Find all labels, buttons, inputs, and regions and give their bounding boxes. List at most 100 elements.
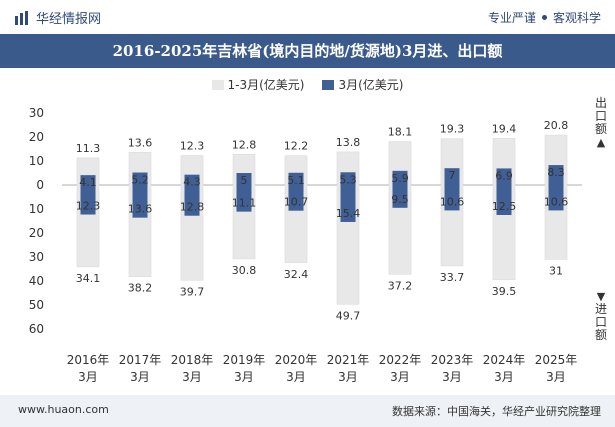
data-label-ytd-export: 19.3 [440, 123, 465, 136]
data-label-ytd-export: 13.8 [336, 136, 361, 149]
data-label-ytd-import: 38.2 [128, 282, 153, 295]
data-label-ytd-import: 31 [549, 264, 563, 277]
data-label-march-export: 4.1 [79, 176, 97, 189]
data-label-march-export: 5 [241, 174, 248, 187]
data-label-march-export: 5.1 [287, 174, 305, 187]
data-label-ytd-export: 19.4 [492, 122, 517, 135]
data-label-march-import: 9.5 [391, 193, 409, 206]
x-tick-label: 3月 [182, 370, 202, 384]
bar-march [392, 170, 408, 208]
footer-website: www.huaon.com [18, 403, 109, 416]
data-label-ytd-import: 32.4 [284, 268, 309, 281]
legend-label-ytd: 1-3月(亿美元) [227, 78, 305, 92]
import-arrow-icon: ▼ [596, 290, 606, 303]
export-label-char-3: 额 [594, 122, 607, 136]
x-tick-label: 3月 [338, 370, 358, 384]
export-side-label: 出 口 额 ▲ [593, 96, 609, 150]
export-label-char-2: 口 [594, 109, 607, 123]
data-label-march-export: 6.9 [495, 169, 513, 182]
y-tick-label: 10 [29, 154, 44, 168]
bar-ytd [180, 155, 204, 281]
data-label-march-import: 11.1 [232, 197, 257, 210]
import-label-char-2: 口 [594, 315, 607, 329]
x-tick-label: 2020年 [275, 353, 318, 367]
chart-canvas: 30 20 10 0 10 20 30 40 50 60 11.3 34.1 4.1 12.3 2016年 3… [29, 106, 582, 384]
data-label-ytd-export: 12.2 [284, 140, 309, 153]
tagline-left: 专业严谨 [487, 11, 536, 25]
legend-label-march: 3月(亿美元) [338, 78, 404, 92]
data-label-ytd-import: 33.7 [440, 271, 465, 284]
data-label-ytd-export: 12.8 [232, 138, 257, 151]
x-tick-label: 3月 [546, 370, 566, 384]
x-tick-label: 3月 [494, 370, 514, 384]
y-tick-label: 20 [29, 130, 44, 144]
y-tick-label: 10 [29, 202, 44, 216]
data-label-march-import: 13.6 [128, 203, 153, 216]
data-label-ytd-export: 12.3 [180, 139, 205, 152]
x-tick-label: 3月 [286, 370, 306, 384]
y-tick-label: 50 [29, 298, 44, 312]
x-tick-label: 3月 [234, 370, 254, 384]
bar-march [236, 173, 252, 212]
x-tick-label: 2024年 [483, 353, 526, 367]
brand-logo-icon [15, 10, 28, 25]
x-tick-label: 2021年 [327, 353, 370, 367]
x-tick-label: 2025年 [535, 353, 578, 367]
data-label-march-export: 5.3 [339, 173, 357, 186]
x-tick-label: 2022年 [379, 353, 422, 367]
y-tick-label: 40 [29, 274, 44, 288]
data-label-march-import: 15.4 [336, 207, 361, 220]
data-label-march-export: 5.2 [131, 174, 149, 187]
tagline-dot-icon [541, 15, 547, 20]
data-label-ytd-import: 30.8 [232, 264, 257, 277]
x-tick-label: 2018年 [171, 353, 214, 367]
bar-march [548, 165, 564, 211]
data-label-ytd-import: 49.7 [336, 309, 361, 322]
bar-march [288, 172, 304, 211]
data-label-ytd-export: 11.3 [76, 142, 101, 155]
data-label-ytd-export: 20.8 [544, 119, 569, 132]
bar-march [444, 168, 460, 211]
title-bar: 2016-2025年吉林省(境内目的地/货源地)3月进、出口额 [0, 34, 615, 68]
data-label-ytd-import: 39.7 [180, 285, 205, 298]
legend: 1-3月(亿美元) 3月(亿美元) [0, 76, 615, 93]
y-tick-label: 30 [29, 106, 44, 120]
data-label-march-import: 12.8 [180, 201, 205, 214]
data-label-march-export: 5.9 [391, 172, 409, 185]
tagline-right: 客观科学 [552, 11, 601, 25]
data-label-march-export: 8.3 [547, 166, 565, 179]
tagline: 专业严谨 客观科学 [488, 9, 601, 26]
bar-march [80, 175, 96, 215]
bar-march [132, 172, 148, 218]
data-label-march-import: 12.3 [76, 200, 101, 213]
import-side-label: ▼ 进 口 额 [593, 290, 609, 342]
import-label-char-3: 额 [594, 328, 607, 342]
data-label-march-import: 10.6 [440, 195, 465, 208]
export-label-char-1: 出 [594, 96, 607, 110]
x-tick-label: 3月 [78, 370, 98, 384]
footer: www.huaon.com 数据来源：中国海关，华经产业研究院整理 [0, 395, 615, 427]
legend-item-ytd: 1-3月(亿美元) [211, 76, 305, 93]
y-tick-label: 30 [29, 250, 44, 264]
data-label-march-import: 12.5 [492, 200, 517, 213]
brand-name: 华经情报网 [36, 12, 102, 27]
bar-ytd [388, 141, 412, 275]
x-tick-label: 3月 [442, 370, 462, 384]
data-label-march-export: 4.3 [183, 176, 201, 189]
data-label-march-export: 7 [449, 169, 456, 182]
bar-march [184, 174, 200, 216]
data-label-ytd-import: 34.1 [76, 272, 101, 285]
x-tick-label: 2016年 [67, 353, 110, 367]
legend-swatch-ytd [211, 79, 224, 90]
export-arrow-icon: ▲ [596, 136, 606, 149]
data-label-march-import: 10.7 [284, 196, 309, 209]
legend-swatch-march [322, 79, 335, 90]
x-tick-label: 3月 [130, 370, 150, 384]
y-tick-label: 0 [36, 178, 44, 192]
y-tick-label: 60 [29, 322, 44, 336]
data-label-ytd-export: 18.1 [388, 126, 413, 139]
x-tick-label: 3月 [390, 370, 410, 384]
data-label-ytd-export: 13.6 [128, 136, 153, 149]
chart-title: 2016-2025年吉林省(境内目的地/货源地)3月进、出口额 [112, 42, 503, 60]
legend-item-march: 3月(亿美元) [322, 76, 403, 93]
